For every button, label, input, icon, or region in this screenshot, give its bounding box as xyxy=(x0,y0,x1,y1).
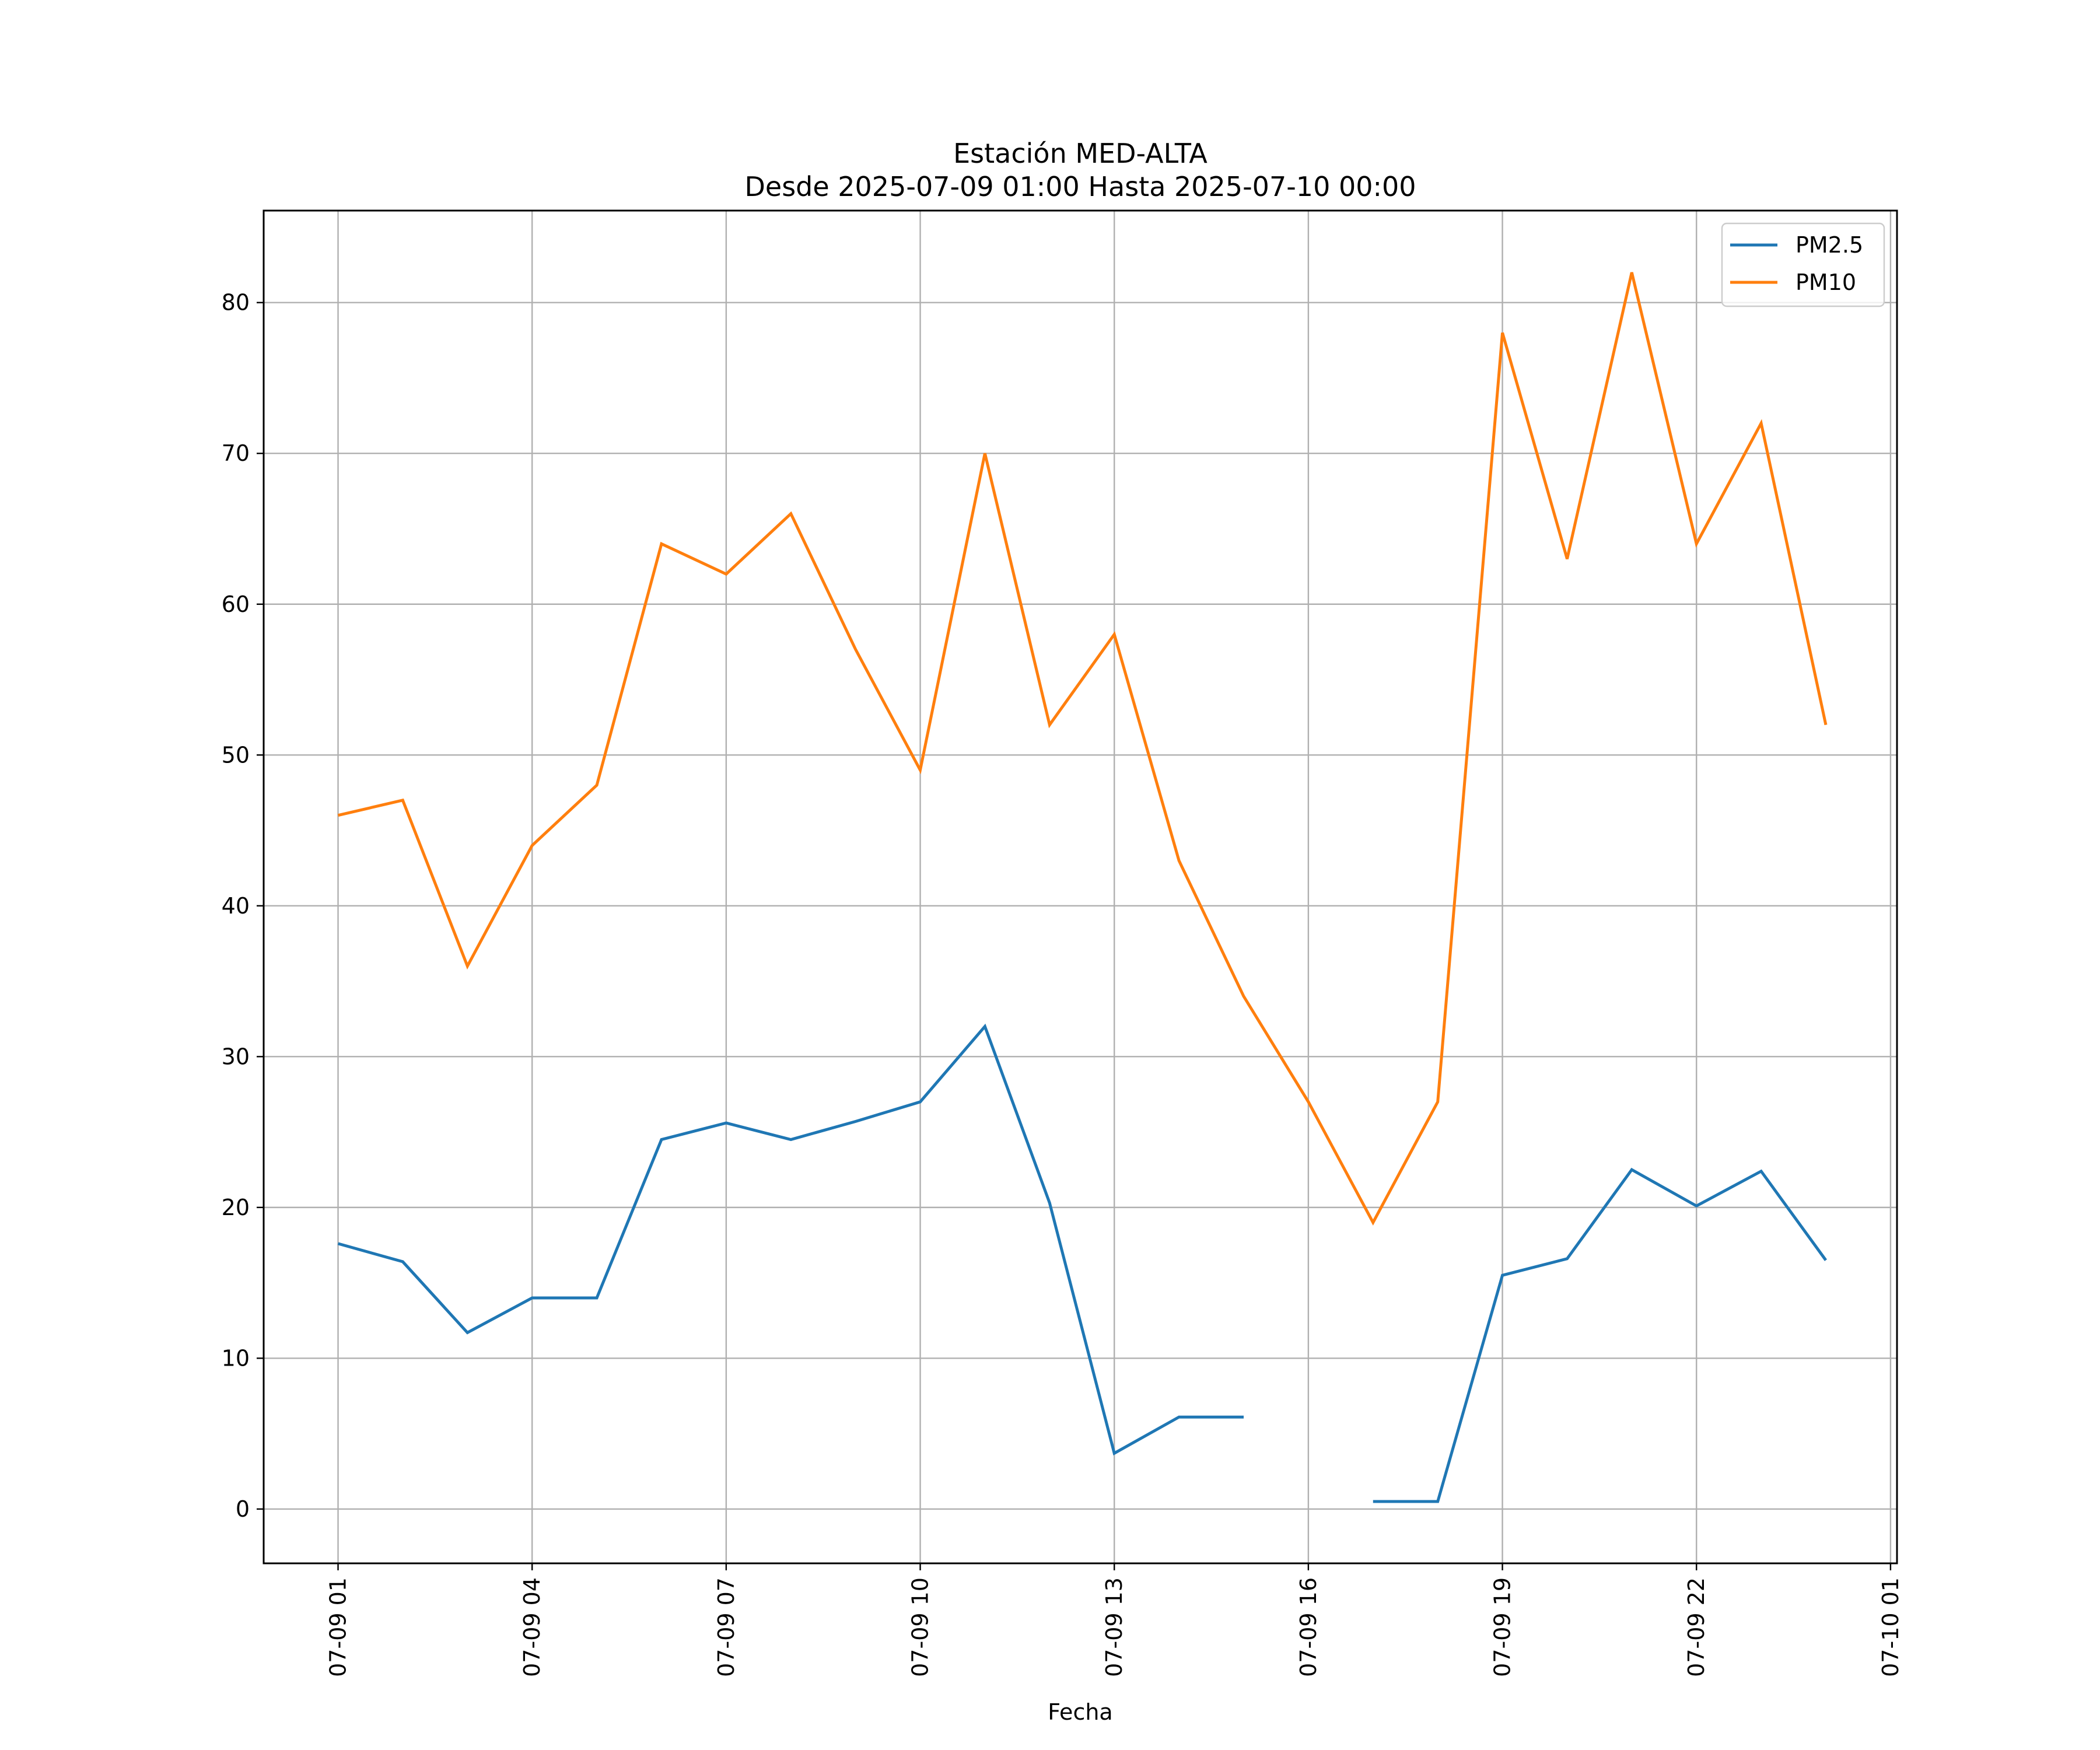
y-tick-label: 30 xyxy=(222,1044,250,1069)
series-lines xyxy=(337,272,1828,1503)
series-line xyxy=(337,272,1828,1226)
x-tick-label: 07-09 10 xyxy=(908,1577,933,1677)
x-tick-label: 07-09 13 xyxy=(1101,1577,1127,1677)
x-tick-label: 07-09 16 xyxy=(1296,1577,1321,1677)
x-tick-label: 07-10 01 xyxy=(1878,1577,1903,1677)
series-pm2-5 xyxy=(337,1023,1828,1503)
y-tick-label: 70 xyxy=(222,440,250,466)
y-tick-label: 40 xyxy=(222,893,250,919)
series-line xyxy=(1373,1167,1828,1503)
y-tick-label: 20 xyxy=(222,1195,250,1220)
series-line xyxy=(337,1023,1244,1456)
x-tick-label: 07-09 07 xyxy=(713,1577,739,1677)
y-tick-label: 80 xyxy=(222,290,250,316)
legend-label: PM10 xyxy=(1796,270,1856,295)
y-tick-label: 50 xyxy=(222,742,250,768)
y-tick-label: 60 xyxy=(222,592,250,617)
x-tick-label: 07-09 22 xyxy=(1684,1577,1709,1677)
y-tick-label: 10 xyxy=(222,1345,250,1371)
chart-title-line2: Desde 2025-07-09 01:00 Hasta 2025-07-10 … xyxy=(744,171,1416,202)
x-tick-label: 07-09 04 xyxy=(519,1577,545,1677)
plot-area-frame xyxy=(262,209,1898,1564)
y-tick-label: 0 xyxy=(236,1496,250,1522)
x-tick-label: 07-09 01 xyxy=(326,1577,351,1677)
chart-title-line1: Estación MED-ALTA xyxy=(953,138,1208,169)
x-axis-label: Fecha xyxy=(1048,1699,1112,1725)
legend-label: PM2.5 xyxy=(1796,232,1863,258)
legend: PM2.5 PM10 xyxy=(1721,222,1885,307)
axis-ticks: 07-09 01 07-09 04 07-09 07 07-09 10 07-09 13… xyxy=(222,290,1903,1677)
x-tick-label: 07-09 19 xyxy=(1490,1577,1516,1677)
series-pm10 xyxy=(337,272,1828,1226)
grid xyxy=(264,211,1897,1563)
